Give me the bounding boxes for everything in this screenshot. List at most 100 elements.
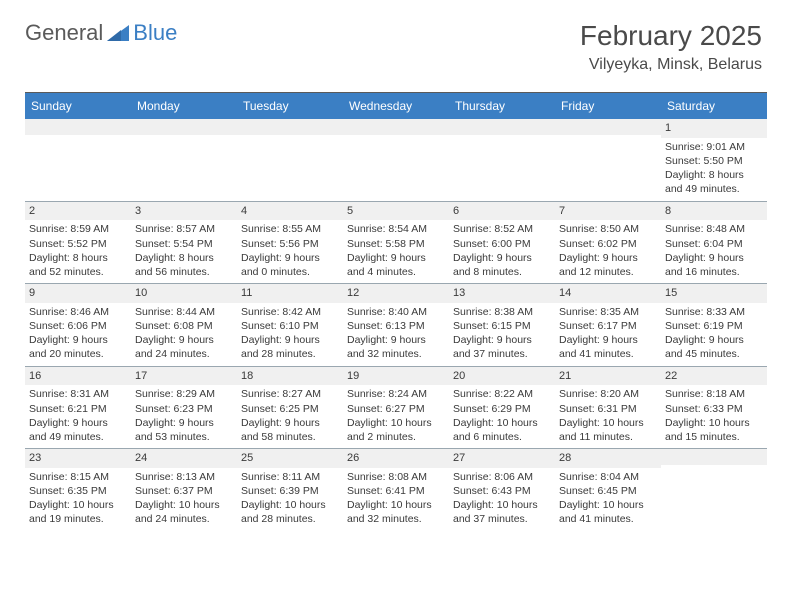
- day-number: 5: [343, 202, 449, 221]
- day-info-line: Sunrise: 8:06 AM: [453, 470, 551, 484]
- day-cell: 7Sunrise: 8:50 AMSunset: 6:02 PMDaylight…: [555, 202, 661, 284]
- day-info-line: Sunset: 6:31 PM: [559, 402, 657, 416]
- day-number: 28: [555, 449, 661, 468]
- day-info-line: Daylight: 9 hours and 16 minutes.: [665, 251, 763, 279]
- day-cell: [449, 119, 555, 201]
- day-info-line: Sunset: 6:25 PM: [241, 402, 339, 416]
- day-cell: 9Sunrise: 8:46 AMSunset: 6:06 PMDaylight…: [25, 284, 131, 366]
- week-row: 1Sunrise: 9:01 AMSunset: 5:50 PMDaylight…: [25, 119, 767, 202]
- day-info-line: Daylight: 10 hours and 6 minutes.: [453, 416, 551, 444]
- day-number: 14: [555, 284, 661, 303]
- day-body: Sunrise: 8:24 AMSunset: 6:27 PMDaylight:…: [343, 385, 449, 448]
- day-body: [555, 135, 661, 141]
- day-cell: 1Sunrise: 9:01 AMSunset: 5:50 PMDaylight…: [661, 119, 767, 201]
- day-number: [343, 119, 449, 135]
- logo-triangle-icon: [107, 25, 129, 41]
- day-info-line: Sunset: 6:27 PM: [347, 402, 445, 416]
- day-info-line: Sunset: 6:43 PM: [453, 484, 551, 498]
- day-cell: 16Sunrise: 8:31 AMSunset: 6:21 PMDayligh…: [25, 367, 131, 449]
- day-cell: 8Sunrise: 8:48 AMSunset: 6:04 PMDaylight…: [661, 202, 767, 284]
- weekday-header-row: Sunday Monday Tuesday Wednesday Thursday…: [25, 93, 767, 119]
- day-info-line: Sunrise: 8:27 AM: [241, 387, 339, 401]
- day-cell: 28Sunrise: 8:04 AMSunset: 6:45 PMDayligh…: [555, 449, 661, 531]
- weekday-header: Saturday: [661, 93, 767, 119]
- day-info-line: Sunrise: 8:04 AM: [559, 470, 657, 484]
- day-number: [555, 119, 661, 135]
- day-info-line: Sunset: 6:10 PM: [241, 319, 339, 333]
- day-info-line: Sunset: 6:23 PM: [135, 402, 233, 416]
- weekday-header: Wednesday: [343, 93, 449, 119]
- day-number: 6: [449, 202, 555, 221]
- day-cell: 2Sunrise: 8:59 AMSunset: 5:52 PMDaylight…: [25, 202, 131, 284]
- day-info-line: Sunrise: 8:38 AM: [453, 305, 551, 319]
- day-cell: 12Sunrise: 8:40 AMSunset: 6:13 PMDayligh…: [343, 284, 449, 366]
- day-cell: 5Sunrise: 8:54 AMSunset: 5:58 PMDaylight…: [343, 202, 449, 284]
- day-body: Sunrise: 8:35 AMSunset: 6:17 PMDaylight:…: [555, 303, 661, 366]
- day-body: Sunrise: 8:20 AMSunset: 6:31 PMDaylight:…: [555, 385, 661, 448]
- day-number: 25: [237, 449, 343, 468]
- day-cell: 19Sunrise: 8:24 AMSunset: 6:27 PMDayligh…: [343, 367, 449, 449]
- day-body: [343, 135, 449, 141]
- day-cell: 24Sunrise: 8:13 AMSunset: 6:37 PMDayligh…: [131, 449, 237, 531]
- day-info-line: Sunset: 5:52 PM: [29, 237, 127, 251]
- day-info-line: Sunrise: 9:01 AM: [665, 140, 763, 154]
- weekday-header: Friday: [555, 93, 661, 119]
- weeks-container: 1Sunrise: 9:01 AMSunset: 5:50 PMDaylight…: [25, 119, 767, 531]
- day-cell: [131, 119, 237, 201]
- day-info-line: Sunset: 5:50 PM: [665, 154, 763, 168]
- page-title: February 2025: [580, 20, 762, 52]
- day-number: [237, 119, 343, 135]
- day-info-line: Sunrise: 8:31 AM: [29, 387, 127, 401]
- day-info-line: Sunset: 6:41 PM: [347, 484, 445, 498]
- day-number: 9: [25, 284, 131, 303]
- day-info-line: Sunrise: 8:44 AM: [135, 305, 233, 319]
- day-info-line: Sunrise: 8:54 AM: [347, 222, 445, 236]
- day-body: Sunrise: 8:59 AMSunset: 5:52 PMDaylight:…: [25, 220, 131, 283]
- day-cell: 3Sunrise: 8:57 AMSunset: 5:54 PMDaylight…: [131, 202, 237, 284]
- day-info-line: Daylight: 9 hours and 8 minutes.: [453, 251, 551, 279]
- day-info-line: Sunset: 6:17 PM: [559, 319, 657, 333]
- weekday-header: Sunday: [25, 93, 131, 119]
- day-number: 2: [25, 202, 131, 221]
- day-number: 26: [343, 449, 449, 468]
- day-info-line: Daylight: 9 hours and 0 minutes.: [241, 251, 339, 279]
- day-number: [661, 449, 767, 465]
- day-cell: [555, 119, 661, 201]
- day-body: Sunrise: 8:13 AMSunset: 6:37 PMDaylight:…: [131, 468, 237, 531]
- day-info-line: Daylight: 8 hours and 56 minutes.: [135, 251, 233, 279]
- day-body: Sunrise: 8:06 AMSunset: 6:43 PMDaylight:…: [449, 468, 555, 531]
- day-info-line: Daylight: 9 hours and 49 minutes.: [29, 416, 127, 444]
- day-cell: 23Sunrise: 8:15 AMSunset: 6:35 PMDayligh…: [25, 449, 131, 531]
- day-cell: 13Sunrise: 8:38 AMSunset: 6:15 PMDayligh…: [449, 284, 555, 366]
- day-info-line: Daylight: 10 hours and 15 minutes.: [665, 416, 763, 444]
- day-number: 17: [131, 367, 237, 386]
- day-cell: 14Sunrise: 8:35 AMSunset: 6:17 PMDayligh…: [555, 284, 661, 366]
- day-body: Sunrise: 8:22 AMSunset: 6:29 PMDaylight:…: [449, 385, 555, 448]
- day-info-line: Sunrise: 8:48 AM: [665, 222, 763, 236]
- day-info-line: Sunrise: 8:42 AM: [241, 305, 339, 319]
- day-info-line: Daylight: 8 hours and 49 minutes.: [665, 168, 763, 196]
- day-info-line: Sunset: 6:04 PM: [665, 237, 763, 251]
- location-text: Vilyeyka, Minsk, Belarus: [580, 56, 762, 74]
- day-info-line: Sunrise: 8:57 AM: [135, 222, 233, 236]
- day-number: [25, 119, 131, 135]
- day-number: 3: [131, 202, 237, 221]
- day-cell: 15Sunrise: 8:33 AMSunset: 6:19 PMDayligh…: [661, 284, 767, 366]
- day-body: Sunrise: 8:15 AMSunset: 6:35 PMDaylight:…: [25, 468, 131, 531]
- day-info-line: Daylight: 10 hours and 41 minutes.: [559, 498, 657, 526]
- day-cell: 17Sunrise: 8:29 AMSunset: 6:23 PMDayligh…: [131, 367, 237, 449]
- day-cell: [25, 119, 131, 201]
- week-row: 2Sunrise: 8:59 AMSunset: 5:52 PMDaylight…: [25, 202, 767, 285]
- weekday-header: Thursday: [449, 93, 555, 119]
- day-body: Sunrise: 8:29 AMSunset: 6:23 PMDaylight:…: [131, 385, 237, 448]
- day-info-line: Sunset: 6:39 PM: [241, 484, 339, 498]
- day-cell: [661, 449, 767, 531]
- title-block: February 2025 Vilyeyka, Minsk, Belarus: [580, 20, 762, 74]
- day-number: 4: [237, 202, 343, 221]
- day-info-line: Sunset: 6:02 PM: [559, 237, 657, 251]
- logo-text-blue: Blue: [133, 20, 177, 46]
- day-info-line: Daylight: 10 hours and 37 minutes.: [453, 498, 551, 526]
- day-info-line: Sunrise: 8:40 AM: [347, 305, 445, 319]
- day-info-line: Sunset: 5:56 PM: [241, 237, 339, 251]
- day-info-line: Daylight: 10 hours and 11 minutes.: [559, 416, 657, 444]
